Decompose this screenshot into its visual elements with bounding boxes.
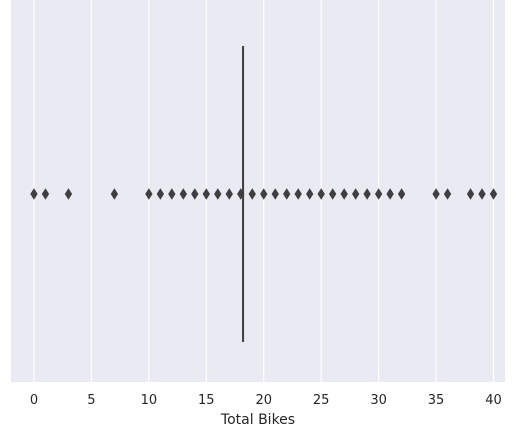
outlier-point [397,188,406,200]
outlier-point [202,188,210,200]
outlier-point [260,188,268,200]
outlier-point [271,188,279,200]
outlier-point [466,188,475,200]
outlier-point [432,188,440,200]
x-axis-label: Total Bikes [220,412,295,428]
outlier-point [328,188,337,200]
x-tick-label: 15 [198,393,215,408]
outlier-point [340,188,348,200]
outlier-point [41,188,50,200]
x-tick-label: 35 [428,393,445,408]
outlier-point [283,188,291,200]
outlier-point [64,188,73,200]
x-tick-label: 20 [255,393,272,408]
outlier-point [306,188,314,200]
outlier-point [363,188,371,200]
outlier-point [374,188,383,200]
x-tick-label: 10 [141,393,158,408]
outlier-point [294,188,302,200]
outlier-point [168,188,176,200]
outlier-points [30,188,498,200]
outlier-point [156,188,165,200]
outlier-point [214,188,222,200]
outlier-point [225,188,233,200]
outlier-point [386,188,394,200]
x-tick-label: 0 [30,393,38,408]
outlier-point [145,188,153,200]
outlier-point [478,188,486,200]
outlier-point [179,188,188,200]
outlier-point [237,188,245,200]
outlier-point [248,188,256,200]
x-axis-ticks: 0 5 10 15 20 25 30 35 40 [30,393,502,408]
outlier-point [110,188,119,200]
x-tick-label: 25 [313,393,330,408]
outlier-point [191,188,199,200]
x-tick-label: 30 [370,393,387,408]
outlier-point [489,188,498,200]
outlier-point [30,188,38,200]
x-tick-label: 5 [87,393,95,408]
x-tick-label: 40 [485,393,502,408]
outlier-point [443,188,452,200]
plot-background [11,0,505,382]
outlier-point [351,188,360,200]
outlier-point [317,188,325,200]
